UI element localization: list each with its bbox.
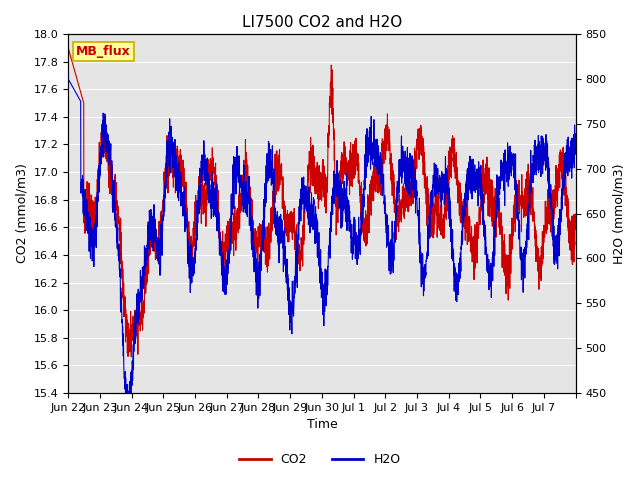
X-axis label: Time: Time bbox=[307, 419, 337, 432]
Y-axis label: H2O (mmol/m3): H2O (mmol/m3) bbox=[612, 163, 625, 264]
Y-axis label: CO2 (mmol/m3): CO2 (mmol/m3) bbox=[15, 164, 28, 264]
Title: LI7500 CO2 and H2O: LI7500 CO2 and H2O bbox=[242, 15, 402, 30]
Legend: CO2, H2O: CO2, H2O bbox=[234, 448, 406, 471]
Text: MB_flux: MB_flux bbox=[76, 45, 131, 58]
